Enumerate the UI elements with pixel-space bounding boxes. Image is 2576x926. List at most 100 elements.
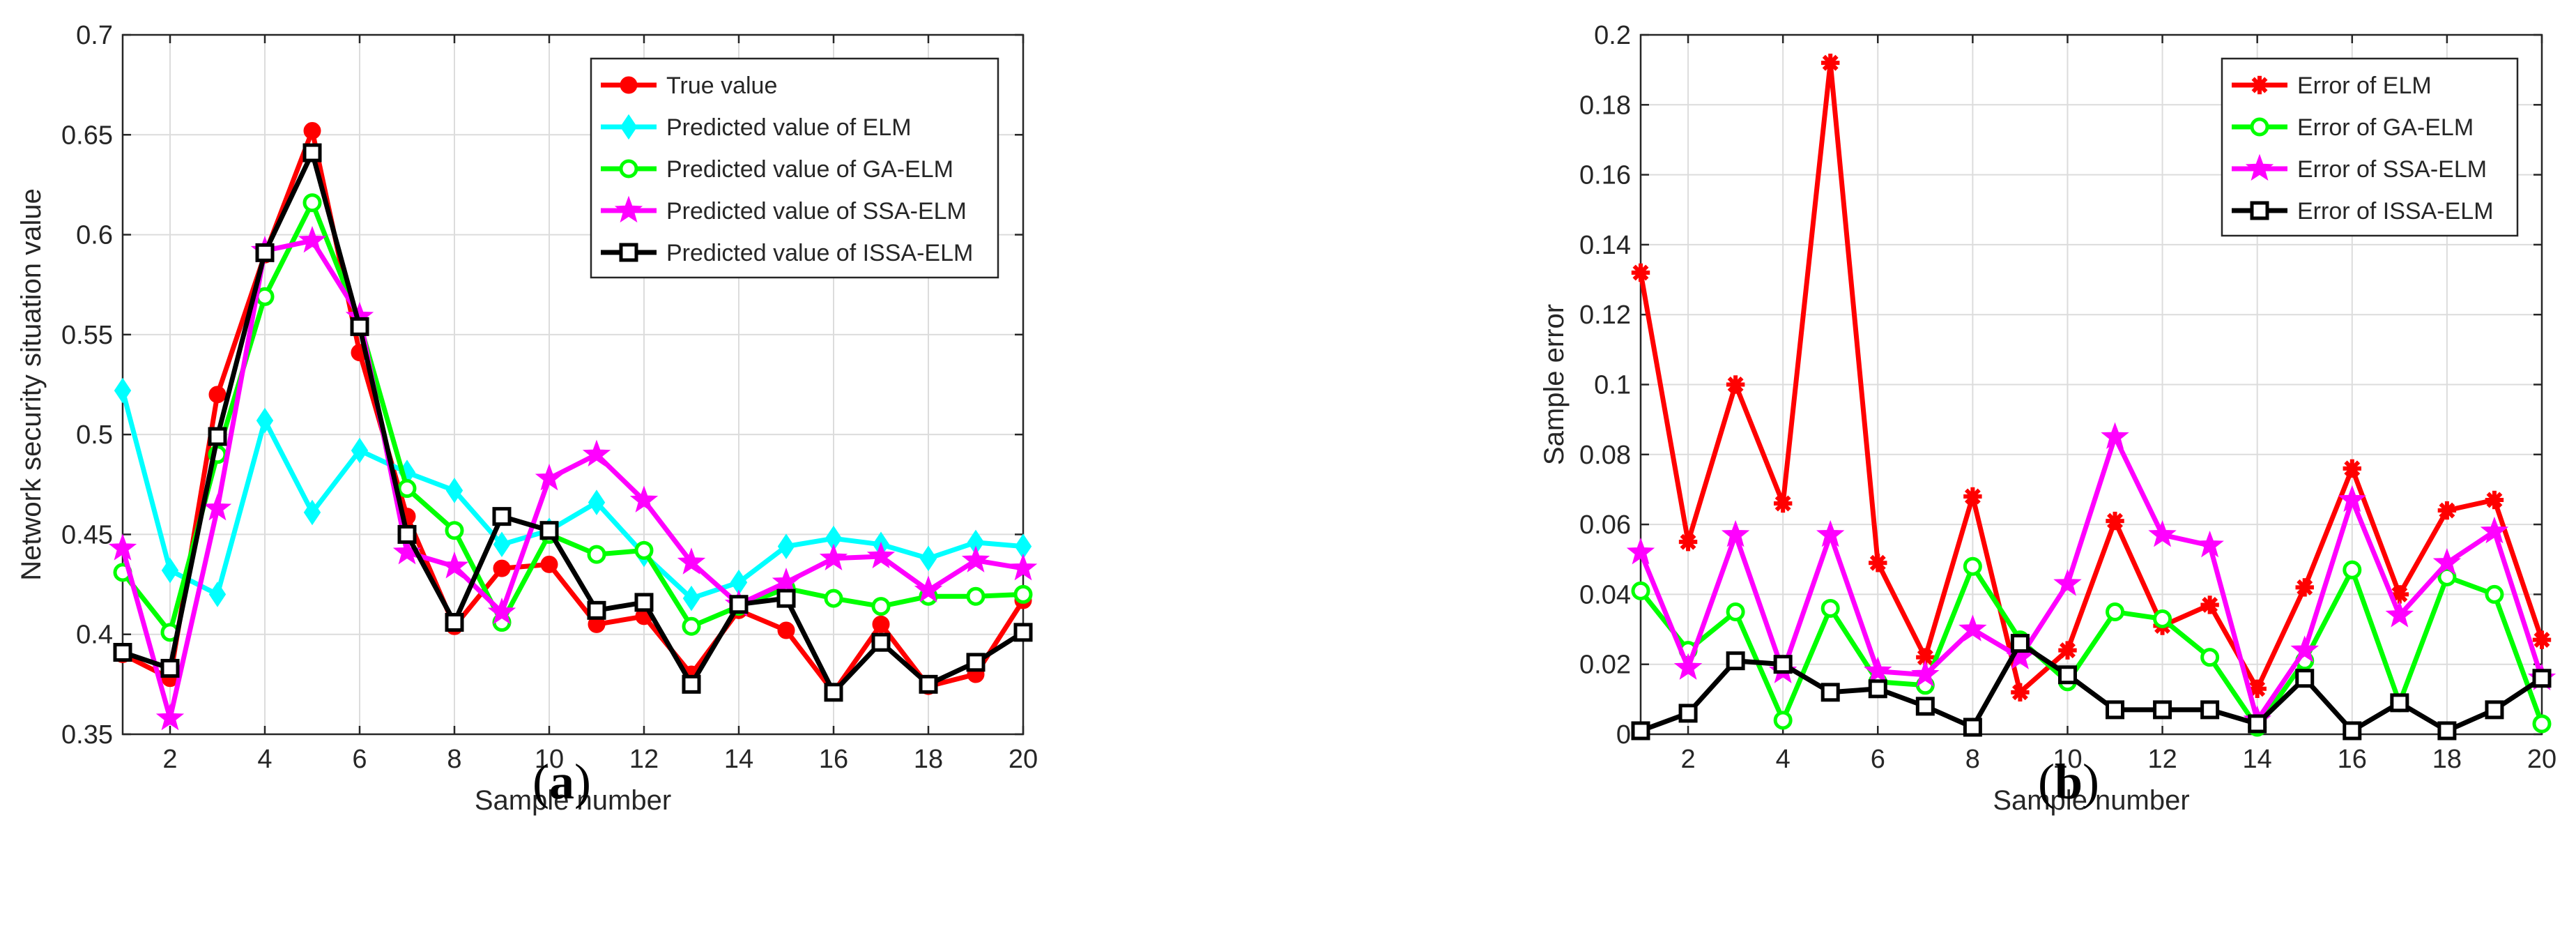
x-tick-label: 4 <box>257 745 272 774</box>
data-point <box>302 143 322 162</box>
y-tick-label: 0 <box>1616 720 1631 750</box>
y-tick-label: 0.08 <box>1579 441 1631 470</box>
data-point-stroke <box>2011 684 2028 701</box>
legend-marker <box>619 159 638 179</box>
data-point <box>1869 554 1887 572</box>
data-point <box>2432 548 2462 575</box>
legend-label: Error of GA-ELM <box>2297 114 2474 141</box>
data-point <box>2148 519 2177 547</box>
data-point <box>2153 609 2172 629</box>
x-tick-label: 12 <box>629 745 659 774</box>
data-point-stroke <box>2060 642 2076 659</box>
x-tick-label: 20 <box>1009 745 1038 774</box>
x-tick-label: 14 <box>724 745 753 774</box>
series-line <box>1638 434 2545 723</box>
data-point <box>1009 553 1038 581</box>
x-tick-label: 8 <box>1965 745 1980 774</box>
series-error-of-issa-elm <box>1631 634 2552 741</box>
data-point <box>1915 697 1935 716</box>
data-point <box>445 613 464 632</box>
data-point <box>445 478 463 503</box>
data-point <box>2106 700 2125 720</box>
data-point <box>588 489 606 515</box>
x-tick-label: 8 <box>447 745 461 774</box>
y-axis-label: Network security situation value <box>16 188 47 580</box>
data-point <box>2011 683 2030 702</box>
data-point <box>824 683 843 702</box>
data-point <box>2532 630 2552 649</box>
data-point <box>1678 704 1698 723</box>
data-point <box>1013 584 1033 604</box>
data-point <box>824 589 843 608</box>
data-point <box>1963 556 1982 576</box>
data-point-stroke <box>1774 495 1791 512</box>
legend-box <box>2221 57 2519 237</box>
x-tick-label: 10 <box>2053 745 2082 774</box>
x-tick-label: 18 <box>2432 745 2462 774</box>
data-point <box>966 586 986 606</box>
data-point <box>2057 665 2077 685</box>
panel-label-b: (b) <box>2037 754 2099 810</box>
data-point <box>2200 595 2219 614</box>
legend-label: Error of ELM <box>2297 73 2432 99</box>
legend-marker <box>2250 117 2269 137</box>
data-point <box>1911 660 1940 687</box>
y-tick-label: 0.12 <box>1579 301 1631 330</box>
legend-marker <box>2250 75 2269 95</box>
data-point <box>108 533 137 561</box>
data-point <box>303 122 321 140</box>
y-tick-label: 0.04 <box>1579 580 1631 609</box>
data-point <box>966 653 986 672</box>
data-point <box>208 427 227 446</box>
data-point <box>776 589 796 608</box>
data-point <box>819 543 848 570</box>
data-point <box>871 632 891 652</box>
legend-entry: Predicted value of ISSA-ELM <box>601 240 973 266</box>
data-point <box>682 616 701 636</box>
x-tick-label: 4 <box>1776 745 1791 774</box>
data-point <box>914 575 943 602</box>
data-point <box>866 541 896 569</box>
legend: True value Predicted value of ELM Predicte… <box>590 57 999 279</box>
data-point <box>2343 459 2361 478</box>
data-point <box>629 485 659 513</box>
data-point <box>772 567 801 595</box>
data-point <box>303 499 321 526</box>
data-point <box>298 225 327 253</box>
data-point <box>2480 516 2509 544</box>
x-tick-label: 14 <box>2243 745 2272 774</box>
legend-label: Predicted value of SSA-ELM <box>666 198 967 225</box>
data-point <box>1868 679 1887 699</box>
data-point <box>1013 623 1033 642</box>
data-point <box>2106 602 2125 621</box>
data-point <box>1631 721 1650 741</box>
data-point-stroke <box>2249 681 2266 697</box>
data-point <box>113 643 132 662</box>
data-point <box>2343 721 2362 741</box>
x-tick-label: 16 <box>819 745 848 774</box>
x-tick-label: 12 <box>2147 745 2177 774</box>
data-point <box>539 521 559 540</box>
data-point <box>2200 700 2220 720</box>
data-point <box>2106 511 2124 531</box>
x-axis-label: Sample number <box>1993 785 2189 816</box>
data-point-stroke <box>2297 579 2313 595</box>
data-point <box>2437 567 2457 586</box>
data-point <box>440 552 469 579</box>
legend-entry: Error of SSA-ELM <box>2232 153 2487 183</box>
y-tick-label: 0.16 <box>1579 161 1631 190</box>
data-point <box>2290 635 2319 662</box>
data-point <box>2101 422 2129 449</box>
data-point <box>777 621 795 639</box>
data-point <box>634 593 654 612</box>
series-line <box>1639 563 2545 730</box>
legend-label: Predicted value of ISSA-ELM <box>666 240 973 266</box>
chart-a: 2 4 6 8 10 12 14 16 18 20 0.35 0.4 0.45 0.5 0.55 0.6 0.6… <box>16 21 1038 816</box>
data-point <box>208 582 227 607</box>
data-point <box>1726 602 1745 621</box>
data-point <box>1916 648 1935 667</box>
data-point <box>582 439 611 466</box>
series-line <box>1638 60 2545 695</box>
data-point <box>2053 569 2082 596</box>
